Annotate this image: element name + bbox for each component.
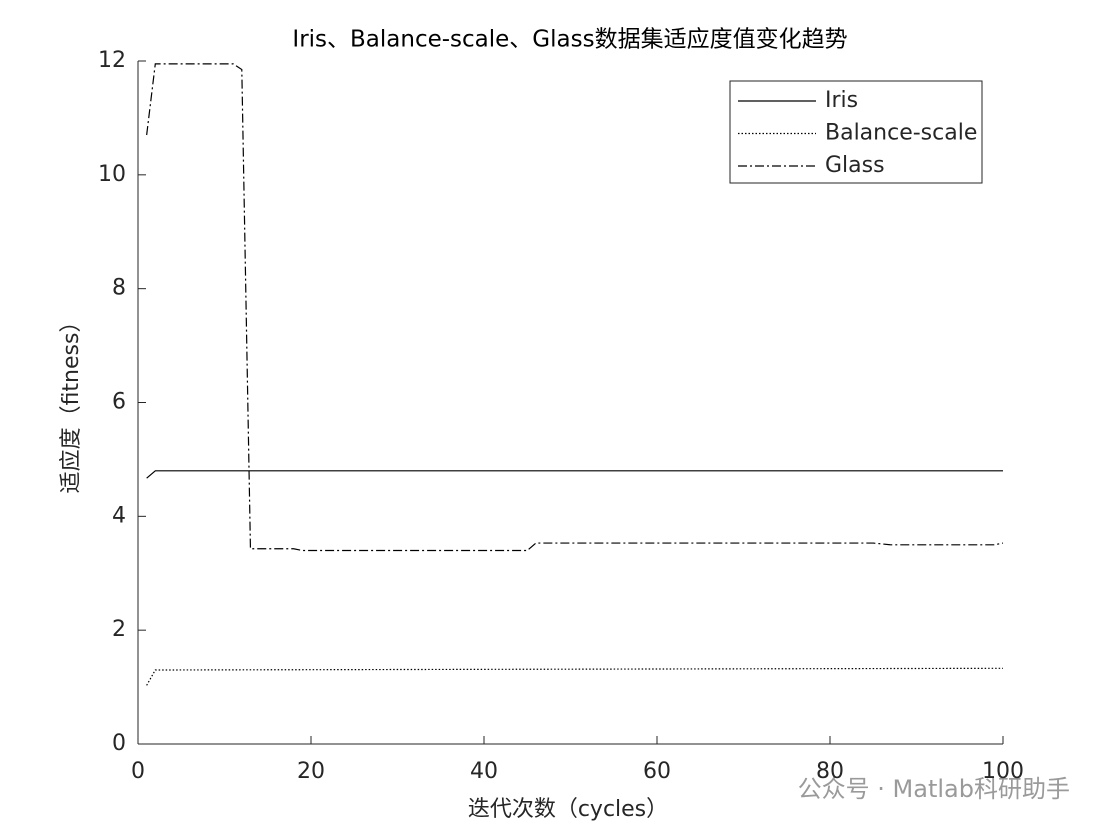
y-tick-label: 2	[112, 617, 126, 642]
x-tick-label: 0	[131, 759, 145, 784]
series-line	[146, 470, 1003, 479]
watermark: 公众号 · Matlab科研助手	[798, 775, 1070, 803]
legend-label: Iris	[825, 88, 858, 113]
x-tick-label: 40	[470, 759, 498, 784]
x-tick-label: 100	[982, 759, 1024, 784]
y-tick-label: 10	[98, 162, 126, 187]
x-axis-label: 迭代次数（cycles）	[468, 797, 668, 822]
y-tick-label: 12	[98, 48, 126, 73]
y-tick-label: 4	[112, 503, 126, 528]
series-line	[146, 63, 1004, 552]
series-line	[146, 667, 1004, 686]
legend-label: Balance-scale	[825, 121, 977, 146]
y-axis-label: 适应度（fitness）	[59, 311, 84, 494]
y-tick-label: 0	[112, 731, 126, 756]
y-tick-label: 8	[112, 276, 126, 301]
legend-label: Glass	[825, 153, 885, 178]
x-tick-label: 80	[816, 759, 844, 784]
x-tick-label: 60	[643, 759, 671, 784]
x-tick-label: 20	[297, 759, 325, 784]
y-tick-label: 6	[112, 390, 126, 415]
chart-title: Iris、Balance-scale、Glass数据集适应度值变化趋势	[292, 27, 847, 53]
